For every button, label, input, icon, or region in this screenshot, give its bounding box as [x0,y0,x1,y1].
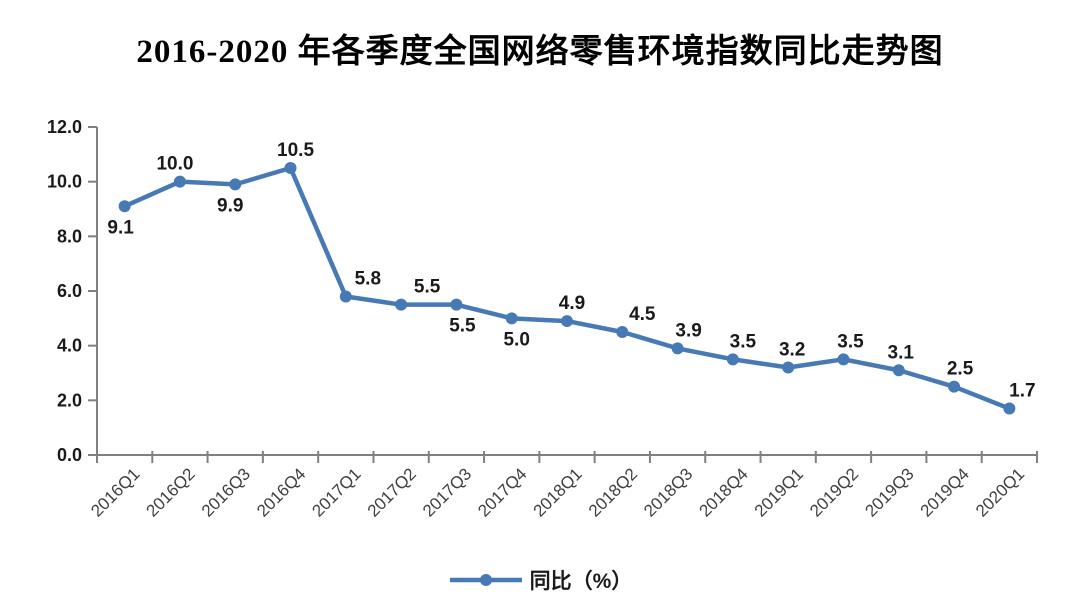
data-point [837,353,850,366]
data-label: 3.5 [730,331,757,352]
data-label: 3.1 [888,342,915,363]
y-tick-label: 0.0 [57,445,82,465]
data-label: 5.0 [503,329,529,350]
y-tick-label: 10.0 [47,172,82,192]
x-tick-label: 2018Q4 [695,464,751,520]
data-point [892,364,905,377]
data-label: 4.9 [559,293,585,314]
data-point [118,200,131,213]
x-tick-label: 2017Q2 [364,464,420,520]
data-label: 3.5 [837,331,864,352]
data-label: 3.9 [675,320,701,341]
x-tick-label: 2019Q4 [917,464,973,520]
data-point [450,298,463,311]
x-tick-label: 2017Q3 [419,464,475,520]
data-point [173,175,186,188]
x-tick-label: 2020Q1 [972,464,1028,520]
data-point [616,326,629,338]
y-tick-label: 6.0 [57,281,82,301]
x-tick-label: 2017Q4 [474,464,530,520]
legend-line-marker-icon [449,574,522,586]
chart-title: 2016-2020 年各季度全国网络零售环境指数同比走势图 [136,34,944,70]
data-point [505,312,518,325]
legend: 同比（%） [0,565,1080,595]
x-tick-label: 2016Q1 [87,464,143,520]
x-tick-label: 2018Q1 [530,464,586,520]
x-tick-label: 2019Q3 [861,464,917,520]
data-label: 9.1 [107,217,134,238]
x-tick-label: 2019Q1 [751,464,807,520]
data-label: 4.5 [629,304,656,325]
data-point [339,290,352,303]
y-tick-label: 12.0 [47,117,82,137]
data-point [395,298,408,311]
data-point [671,342,684,355]
data-point [561,315,573,328]
data-point [229,178,242,191]
data-point [726,353,739,366]
data-label: 5.5 [414,277,441,298]
data-label: 3.2 [779,340,805,361]
x-tick-label: 2016Q4 [253,464,309,520]
legend-series-label: 同比（%） [529,570,633,593]
data-label: 1.7 [1009,381,1035,402]
data-point [782,361,795,374]
x-tick-label: 2018Q2 [585,464,641,520]
x-tick-label: 2018Q3 [640,464,696,520]
data-point [948,380,961,393]
data-label: 5.5 [449,316,476,337]
x-tick-label: 2016Q2 [143,464,199,520]
data-label: 9.9 [217,195,243,216]
x-tick-label: 2016Q3 [198,464,254,520]
y-tick-label: 8.0 [57,226,82,246]
data-label: 2.5 [947,359,974,380]
y-tick-label: 2.0 [57,390,82,410]
data-label: 5.8 [355,268,381,289]
data-point [1003,402,1016,415]
y-tick-label: 4.0 [57,336,82,356]
data-label: 10.0 [156,154,193,175]
data-label: 10.5 [277,140,314,161]
x-tick-label: 2019Q2 [806,464,862,520]
x-tick-label: 2017Q1 [308,464,364,520]
data-point [284,162,297,174]
series-line [122,165,1012,411]
